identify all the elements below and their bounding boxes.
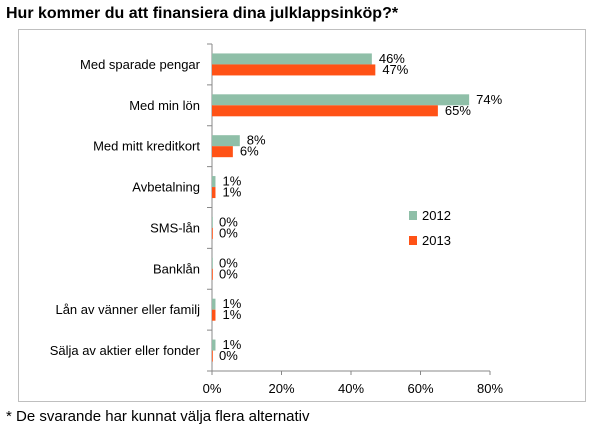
legend-swatch-2012 (409, 211, 417, 220)
bar-2013 (212, 227, 213, 239)
footnote: * De svarande har kunnat välja flera alt… (6, 408, 310, 425)
bar-2012 (212, 176, 216, 188)
bar-2012 (212, 257, 213, 269)
x-tick-label: 40% (338, 381, 364, 396)
bar-2013 (212, 105, 438, 117)
category-label: SMS-lån (150, 220, 200, 235)
chart-frame (18, 29, 586, 402)
bar-value-label: 0% (219, 266, 238, 281)
bar-value-label: 1% (222, 174, 241, 189)
x-tick-label: 0% (203, 381, 222, 396)
x-tick-label: 80% (477, 381, 503, 396)
category-label: Lån av vänner eller familj (55, 302, 200, 317)
category-label: Med min lön (129, 98, 200, 113)
category-label: Sälja av aktier eller fonder (50, 343, 201, 358)
bar-2013 (212, 187, 216, 199)
bar-2012 (212, 135, 240, 147)
bar-2013 (212, 309, 216, 321)
bar-value-label: 0% (219, 225, 238, 240)
bar-value-label: 46% (379, 51, 405, 66)
category-label: Med sparade pengar (80, 57, 201, 72)
bar-value-label: 1% (222, 296, 241, 311)
category-label: Banklån (153, 261, 200, 276)
bar-2013 (212, 64, 376, 76)
bar-value-label: 1% (222, 185, 241, 200)
category-label: Avbetalning (132, 180, 200, 195)
legend-swatch-2013 (409, 236, 417, 245)
bar-value-label: 6% (240, 144, 259, 159)
bar-value-label: 0% (219, 348, 238, 363)
bar-2013 (212, 268, 213, 280)
bar-2012 (212, 216, 213, 228)
bar-value-label: 1% (222, 337, 241, 352)
bar-value-label: 0% (219, 255, 238, 270)
bar-value-label: 0% (219, 214, 238, 229)
bar-2013 (212, 146, 233, 158)
bar-value-label: 47% (382, 62, 408, 77)
bar-value-label: 1% (222, 307, 241, 322)
x-tick-label: 20% (268, 381, 294, 396)
legend-label: 2012 (422, 208, 451, 223)
bar-2012 (212, 53, 372, 65)
bar-value-label: 65% (445, 103, 471, 118)
x-tick-label: 60% (407, 381, 433, 396)
bar-2012 (212, 94, 470, 106)
bar-2012 (212, 339, 216, 351)
bar-value-label: 74% (476, 92, 502, 107)
legend-label: 2013 (422, 233, 451, 248)
bar-2012 (212, 298, 216, 310)
chart-title: Hur kommer du att finansiera dina julkla… (6, 5, 399, 22)
category-label: Med mitt kreditkort (93, 139, 200, 154)
bar-value-label: 8% (247, 133, 266, 148)
bar-2013 (212, 350, 213, 362)
